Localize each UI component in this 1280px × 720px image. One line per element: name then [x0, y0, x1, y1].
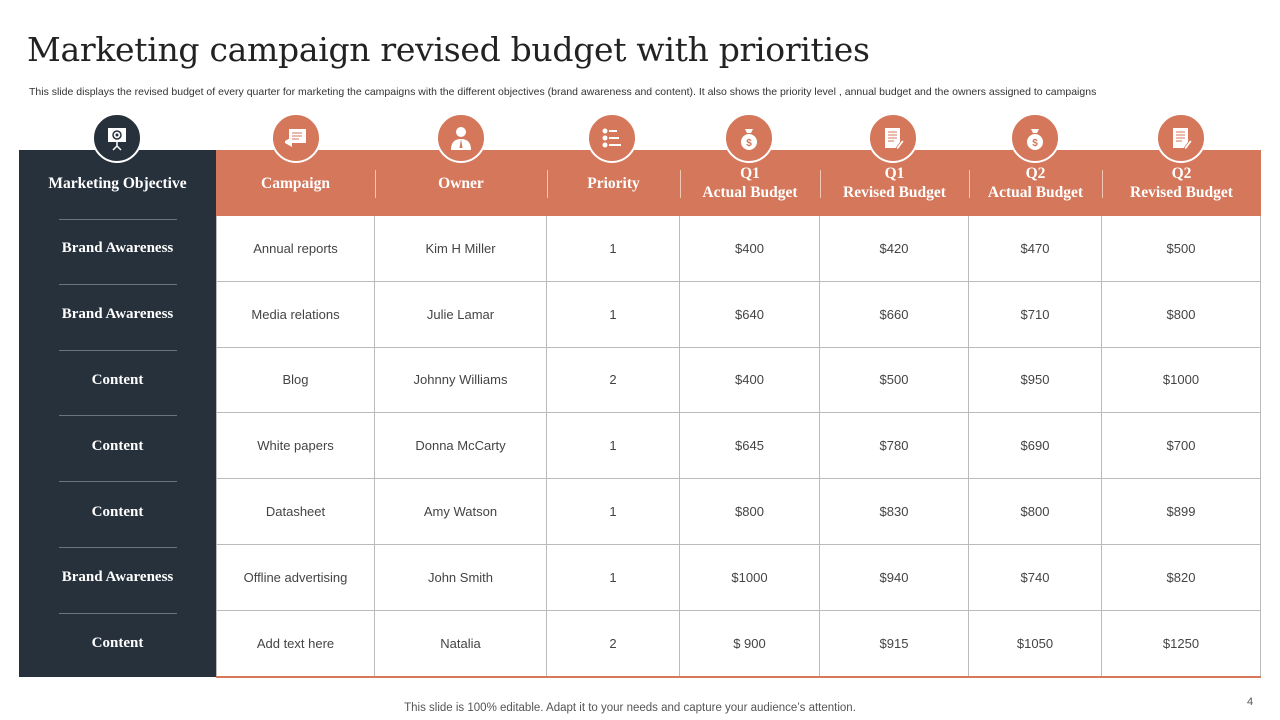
table-cell: Donna McCarty: [375, 413, 547, 480]
row-divider: [59, 481, 177, 483]
table-cell: $500: [1102, 216, 1261, 282]
objective-column: [19, 150, 216, 677]
money-bag-icon: $: [724, 113, 774, 163]
table-cell: $710: [969, 281, 1102, 348]
table-cell: $645: [680, 413, 820, 480]
table-cell: $800: [1102, 281, 1261, 348]
table-cell: 1: [547, 545, 680, 611]
table-cell: $740: [969, 545, 1102, 611]
table-cell: $470: [969, 216, 1102, 282]
column-header: Campaign: [261, 174, 330, 192]
table-cell: Julie Lamar: [375, 281, 547, 348]
table-cell: Media relations: [216, 281, 375, 348]
document-edit-icon: [868, 113, 918, 163]
column-header: Priority: [587, 174, 640, 192]
column-header: Q2 Revised Budget: [1130, 165, 1233, 201]
table-cell: $780: [820, 413, 969, 480]
table-cell: White papers: [216, 413, 375, 480]
table-cell: Annual reports: [216, 216, 375, 282]
table-cell: Add text here: [216, 610, 375, 677]
row-divider: [59, 612, 177, 614]
table-cell: $700: [1102, 413, 1261, 480]
table-cell: 1: [547, 216, 680, 282]
table-cell: Datasheet: [216, 479, 375, 545]
table-cell: $500: [820, 347, 969, 414]
table-cell: $1000: [680, 545, 820, 611]
table-cell: Blog: [216, 347, 375, 414]
objective-cell: Content: [91, 635, 144, 652]
table-cell: Natalia: [375, 610, 547, 677]
table-cell: $830: [820, 479, 969, 545]
objective-cell: Brand Awareness: [61, 240, 174, 257]
table-cell: Amy Watson: [375, 479, 547, 545]
objective-cell: Brand Awareness: [61, 306, 174, 323]
column-header: Q2 Actual Budget: [987, 165, 1084, 201]
table-cell: 1: [547, 281, 680, 348]
objective-cell: Content: [91, 437, 144, 454]
header-divider: [969, 170, 970, 198]
row-divider: [59, 349, 177, 351]
table-cell: $690: [969, 413, 1102, 480]
header-divider: [820, 170, 821, 198]
objective-cell: Content: [91, 371, 144, 388]
table-cell: $899: [1102, 479, 1261, 545]
column-header: Q1 Actual Budget: [702, 165, 798, 201]
table-cell: 1: [547, 479, 680, 545]
table-cell: $950: [969, 347, 1102, 414]
header-divider: [547, 170, 548, 198]
table-cell: Johnny Williams: [375, 347, 547, 414]
campaign-megaphone-icon: [271, 113, 321, 163]
svg-text:$: $: [746, 138, 752, 149]
table-cell: $640: [680, 281, 820, 348]
table-cell: $800: [969, 479, 1102, 545]
column-header: Owner: [438, 174, 484, 192]
header-divider: [1102, 170, 1103, 198]
header-divider: [375, 170, 376, 198]
table-cell: $820: [1102, 545, 1261, 611]
row-divider: [59, 283, 177, 285]
user-icon: [436, 113, 486, 163]
table-bottom-line: [216, 676, 1261, 678]
table-cell: $660: [820, 281, 969, 348]
row-divider: [59, 547, 177, 548]
page-number: 4: [1247, 696, 1254, 708]
table-cell: $1000: [1102, 347, 1261, 414]
row-divider: [59, 219, 177, 220]
table-cell: John Smith: [375, 545, 547, 611]
table-cell: 2: [547, 610, 680, 677]
table-cell: $400: [680, 347, 820, 414]
table-cell: $915: [820, 610, 969, 677]
slide-subtitle: This slide displays the revised budget o…: [29, 86, 1097, 98]
header-divider: [680, 170, 681, 198]
svg-text:$: $: [1032, 138, 1038, 149]
table-cell: Kim H Miller: [375, 216, 547, 282]
document-edit-icon: [1156, 113, 1206, 163]
table-cell: $800: [680, 479, 820, 545]
slide-title: Marketing campaign revised budget with p…: [27, 30, 870, 69]
table-cell: 2: [547, 347, 680, 414]
table-cell: $940: [820, 545, 969, 611]
footer-note: This slide is 100% editable. Adapt it to…: [404, 702, 856, 714]
table-cell: $1050: [969, 610, 1102, 677]
row-divider: [59, 415, 177, 417]
checklist-icon: [587, 113, 637, 163]
table-cell: $400: [680, 216, 820, 282]
table-cell: $420: [820, 216, 969, 282]
table-cell: Offline advertising: [216, 545, 375, 611]
objective-cell: Brand Awareness: [61, 569, 174, 586]
table-cell: $ 900: [680, 610, 820, 677]
table-cell: 1: [547, 413, 680, 480]
table-cell: $1250: [1102, 610, 1261, 677]
column-header: Marketing Objective: [48, 174, 187, 192]
money-bag-icon: $: [1010, 113, 1060, 163]
objective-cell: Content: [91, 503, 144, 520]
presentation-target-icon: [92, 113, 142, 163]
column-header: Q1 Revised Budget: [843, 165, 946, 201]
